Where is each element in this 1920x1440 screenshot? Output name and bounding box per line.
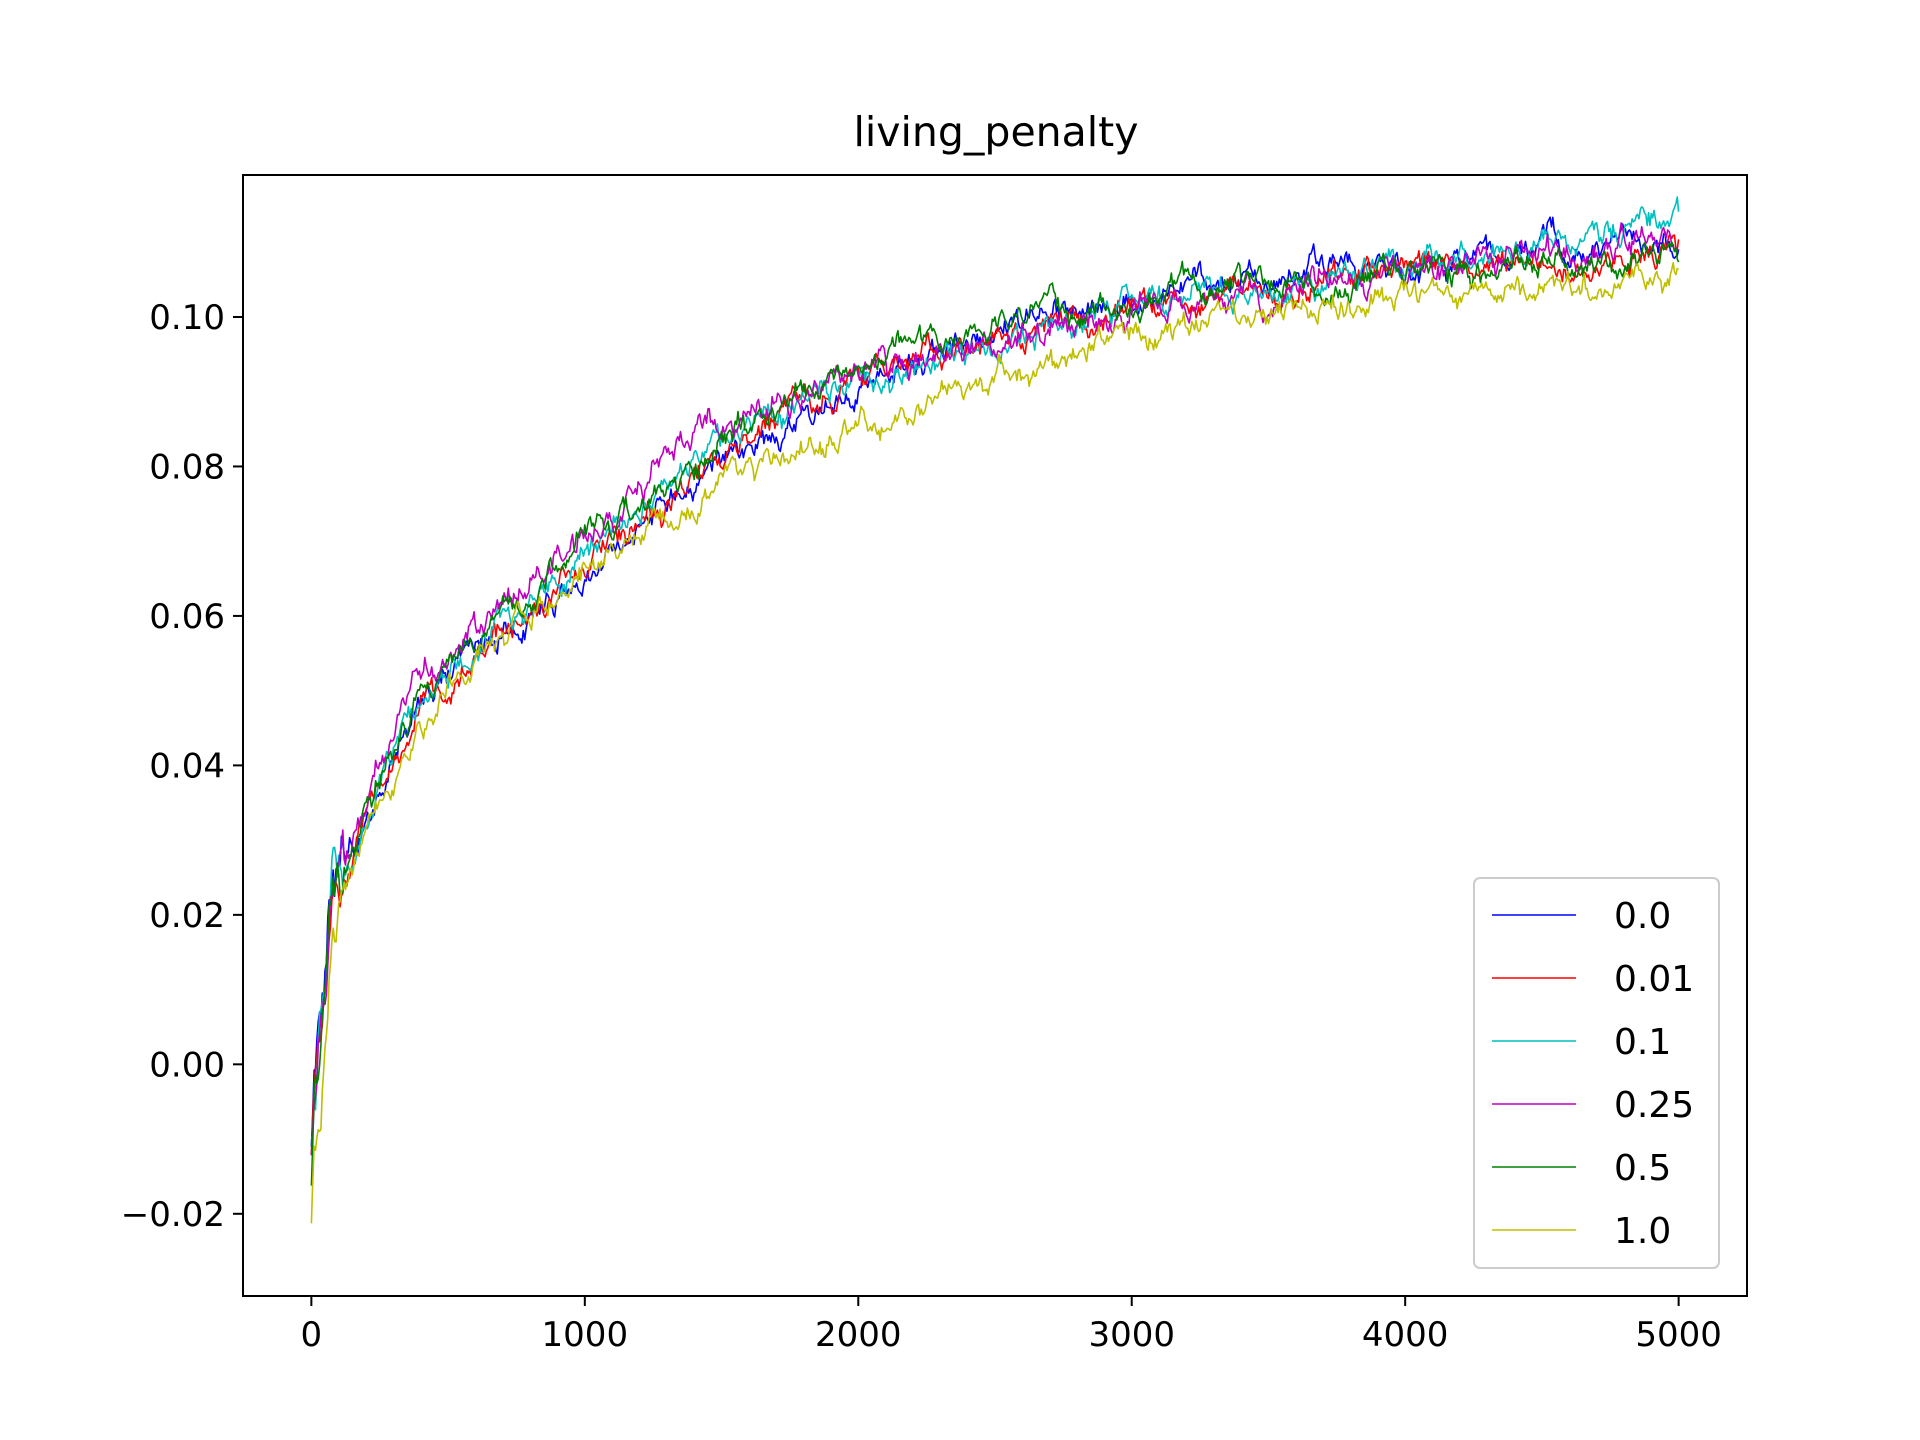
y-tick-label: 0.00 [149,1045,225,1085]
y-tick-label: −0.02 [121,1195,225,1235]
series-line-1-0 [310,261,1680,1224]
legend-label: 0.01 [1614,959,1694,1000]
y-tick-label: 0.08 [149,447,225,487]
x-tick-label: 3000 [1088,1315,1175,1355]
x-tick-label: 5000 [1635,1315,1722,1355]
series-line-0-25 [310,222,1680,1156]
legend-label: 0.1 [1614,1022,1671,1063]
legend-label: 0.25 [1614,1085,1694,1126]
x-tick-label: 0 [301,1315,323,1355]
x-tick-label: 2000 [815,1315,902,1355]
legend: 0.0 0.01 0.1 0.25 0.5 1.0 [1473,877,1720,1269]
y-axis: −0.02 0.00 0.02 0.04 0.06 0.08 0.10 [121,298,243,1235]
x-tick-label: 1000 [542,1315,629,1355]
series-layer [310,196,1680,1224]
legend-label: 0.0 [1614,896,1671,937]
legend-label: 0.5 [1614,1148,1671,1189]
y-tick-label: 0.02 [149,896,225,936]
y-tick-label: 0.06 [149,597,225,637]
legend-label: 1.0 [1614,1211,1671,1252]
y-tick-label: 0.04 [149,746,225,786]
chart-title: living_penalty [853,108,1138,156]
legend-box [1473,877,1720,1269]
x-tick-label: 4000 [1362,1315,1449,1355]
series-line-0-5 [310,241,1680,1186]
plot-frame [242,174,1748,1297]
y-tick-label: 0.10 [149,298,225,338]
x-axis: 0 1000 2000 3000 4000 5000 [301,1296,1722,1355]
